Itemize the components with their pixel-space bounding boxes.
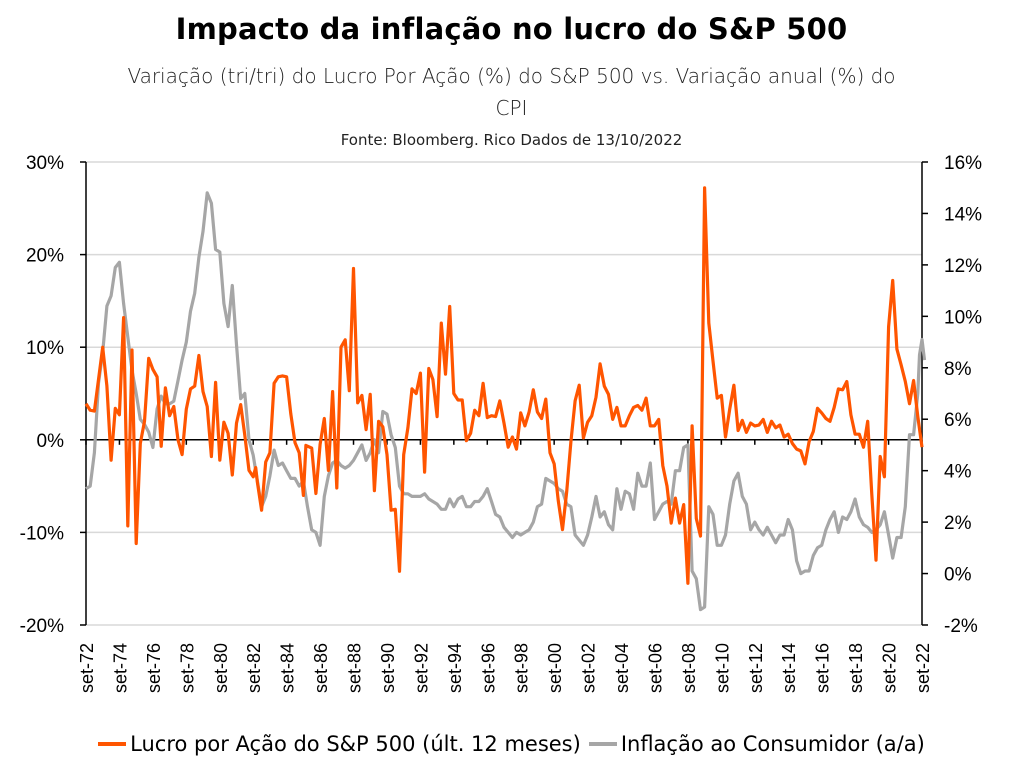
right-tick-label: 16% — [944, 153, 982, 174]
right-tick-label: 2% — [944, 513, 972, 534]
x-tick-label: set-06 — [645, 643, 665, 693]
x-tick-label: set-00 — [545, 643, 565, 693]
x-tick-label: set-02 — [579, 643, 599, 693]
left-tick-label: 30% — [26, 153, 64, 174]
series-lines — [84, 186, 927, 612]
x-tick-label: set-88 — [345, 643, 365, 693]
x-tick-label: set-80 — [211, 643, 231, 693]
x-tick-label: set-84 — [278, 643, 298, 693]
chart-source: Fonte: Bloomberg. Rico Dados de 13/10/20… — [340, 131, 683, 149]
x-tick-label: set-16 — [813, 643, 833, 693]
x-tick-label: set-18 — [846, 643, 866, 693]
x-tick-label: set-08 — [679, 643, 699, 693]
x-tick-label: set-98 — [512, 643, 532, 693]
right-tick-label: -2% — [944, 616, 978, 637]
gridlines — [86, 161, 922, 626]
right-tick-label: 12% — [944, 256, 982, 277]
legend: Lucro por Ação do S&P 500 (últ. 12 meses… — [0, 727, 1023, 761]
x-tick-label: set-76 — [144, 643, 164, 693]
legend-label-cpi: Inflação ao Consumidor (a/a) — [620, 732, 925, 756]
right-tick-label: 10% — [944, 307, 982, 328]
x-tick-label: set-22 — [913, 643, 933, 693]
x-axis: set-72 set-74 set-76 set-78 set-80 set-82 set-… — [77, 439, 933, 693]
chart-title: Impacto da inflação no lucro do S&P 500 — [175, 12, 848, 46]
right-y-axis: -2% 0% 2% 4% 6% 8% 10% 12% 14% 16% — [921, 153, 982, 637]
right-tick-label: 8% — [944, 359, 972, 380]
legend-label-eps: Lucro por Ação do S&P 500 (últ. 12 meses… — [130, 732, 581, 756]
x-tick-label: set-14 — [779, 643, 799, 693]
x-tick-label: set-82 — [244, 643, 264, 693]
legend-item-eps: Lucro por Ação do S&P 500 (últ. 12 meses… — [98, 732, 581, 756]
left-tick-label: 10% — [26, 338, 64, 359]
left-y-axis: -20% -10% 0% 10% 20% 30% — [20, 153, 87, 637]
x-tick-label: set-12 — [746, 643, 766, 693]
right-tick-label: 14% — [944, 204, 982, 225]
left-tick-label: 0% — [37, 431, 65, 452]
left-tick-label: 20% — [26, 246, 64, 267]
series-line-cpi — [85, 191, 927, 612]
x-tick-label: set-90 — [378, 643, 398, 693]
left-tick-label: -10% — [20, 523, 64, 544]
right-tick-label: 6% — [944, 410, 972, 431]
left-tick-label: -20% — [20, 616, 64, 637]
x-tick-label: set-96 — [478, 643, 498, 693]
chart-subtitle: Variação (tri/tri) do Lucro Por Ação (%)… — [127, 64, 896, 120]
right-tick-label: 4% — [944, 462, 972, 483]
x-tick-label: set-78 — [177, 643, 197, 693]
x-tick-label: set-72 — [77, 643, 97, 693]
x-tick-label: set-74 — [110, 643, 130, 693]
legend-swatch-cpi — [588, 742, 617, 746]
x-tick-label: set-92 — [411, 643, 431, 693]
legend-item-cpi: Inflação ao Consumidor (a/a) — [588, 732, 925, 756]
series-line-eps — [84, 186, 924, 585]
x-tick-label: set-10 — [712, 643, 732, 693]
x-tick-label: set-86 — [311, 643, 331, 693]
right-tick-label: 0% — [944, 565, 972, 586]
x-tick-label: set-20 — [880, 643, 900, 693]
legend-swatch-eps — [98, 742, 127, 746]
x-tick-label: set-04 — [612, 643, 632, 693]
x-tick-label: set-94 — [445, 643, 465, 693]
